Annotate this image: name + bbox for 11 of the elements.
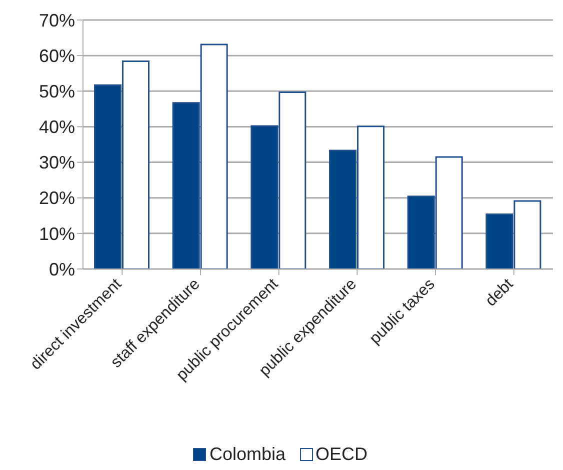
y-tick-label: 60% [38, 46, 75, 66]
y-tick-label: 0% [48, 259, 75, 280]
legend-label: OECD [314, 444, 368, 465]
x-tick-label: debt [482, 275, 518, 310]
y-tick-label: 50% [38, 82, 75, 102]
y-tick-label: 20% [38, 188, 75, 208]
y-tick-label: 70% [38, 10, 75, 30]
y-tick-label: 10% [38, 224, 75, 244]
y-tick-label: 30% [38, 152, 75, 173]
legend-label: Colombia [208, 444, 286, 465]
y-tick-label: 40% [38, 117, 75, 138]
